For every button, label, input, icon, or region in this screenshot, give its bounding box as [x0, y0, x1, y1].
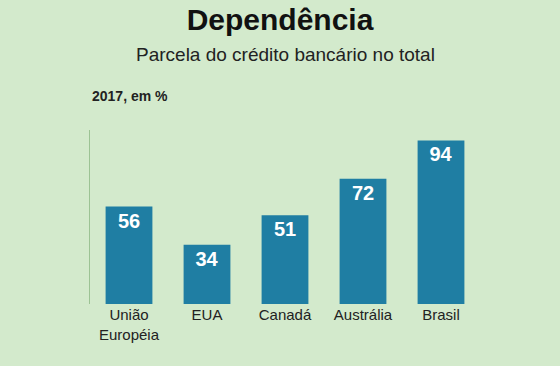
svg-text:EUA: EUA: [192, 306, 223, 323]
svg-text:56: 56: [118, 210, 140, 232]
svg-text:34: 34: [195, 248, 218, 270]
svg-text:51: 51: [274, 218, 296, 240]
svg-text:Parcela do crédito bancário no: Parcela do crédito bancário no total: [136, 44, 435, 65]
svg-text:UniãoEuropéia: UniãoEuropéia: [99, 306, 160, 343]
svg-text:Dependência: Dependência: [187, 3, 374, 36]
svg-text:Brasil: Brasil: [422, 306, 460, 323]
svg-text:94: 94: [429, 143, 452, 165]
svg-text:Austrália: Austrália: [334, 306, 393, 323]
svg-text:72: 72: [352, 182, 374, 204]
svg-text:Canadá: Canadá: [259, 306, 312, 323]
svg-text:2017, em %: 2017, em %: [92, 88, 168, 104]
